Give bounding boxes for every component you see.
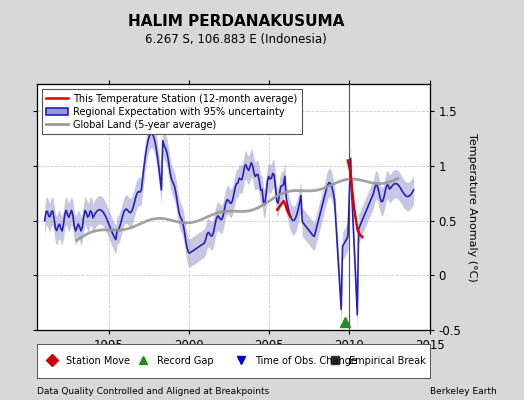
Text: Station Move: Station Move [66,356,130,366]
Y-axis label: Temperature Anomaly (°C): Temperature Anomaly (°C) [467,133,477,281]
Text: 6.267 S, 106.883 E (Indonesia): 6.267 S, 106.883 E (Indonesia) [145,34,326,46]
Text: Time of Obs. Change: Time of Obs. Change [255,356,357,366]
Text: HALIM PERDANAKUSUMA: HALIM PERDANAKUSUMA [128,14,344,30]
Text: Record Gap: Record Gap [157,356,213,366]
Text: Berkeley Earth: Berkeley Earth [430,387,496,396]
Text: Data Quality Controlled and Aligned at Breakpoints: Data Quality Controlled and Aligned at B… [37,387,269,396]
Legend: This Temperature Station (12-month average), Regional Expectation with 95% uncer: This Temperature Station (12-month avera… [41,89,302,134]
Text: Empirical Break: Empirical Break [349,356,426,366]
